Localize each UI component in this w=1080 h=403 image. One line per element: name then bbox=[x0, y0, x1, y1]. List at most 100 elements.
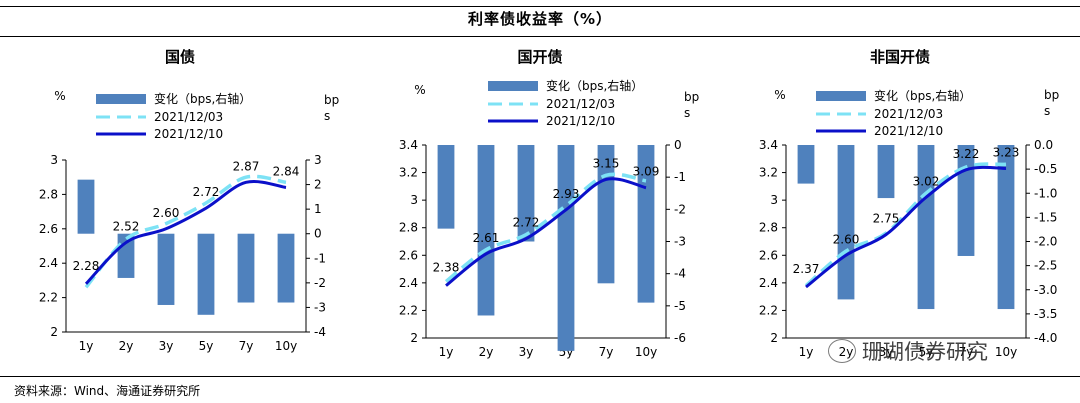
left-axis-unit: % bbox=[54, 89, 65, 103]
data-label: 2.93 bbox=[553, 187, 580, 201]
left-tick-label: 2.4 bbox=[759, 276, 778, 290]
data-label: 3.22 bbox=[953, 147, 980, 161]
right-tick-label: -2.0 bbox=[1034, 235, 1057, 249]
change-bar bbox=[917, 145, 935, 310]
right-tick-label: -2 bbox=[314, 276, 326, 290]
data-label: 2.28 bbox=[73, 259, 100, 273]
line-2021-12-03 bbox=[804, 162, 1007, 287]
right-tick-label: -4 bbox=[314, 325, 326, 339]
panel-title: 国债 bbox=[165, 48, 195, 66]
right-tick-label: -3.0 bbox=[1034, 283, 1057, 297]
left-tick-label: 2 bbox=[770, 331, 778, 345]
category-label: 3y bbox=[519, 345, 534, 359]
left-tick-label: 2.6 bbox=[39, 222, 58, 236]
right-axis-unit: bp s bbox=[324, 93, 339, 123]
right-tick-label: -4 bbox=[674, 267, 686, 281]
watermark-text: 珊瑚债券研究 bbox=[862, 340, 988, 364]
change-bar bbox=[797, 145, 815, 184]
legend-bar-label: 变化（bps,右轴） bbox=[874, 88, 971, 103]
left-tick-label: 2.6 bbox=[399, 248, 418, 262]
data-label: 2.60 bbox=[833, 232, 860, 246]
right-tick-label: -1.0 bbox=[1034, 186, 1057, 200]
change-bar bbox=[957, 145, 975, 256]
left-tick-label: 3 bbox=[50, 153, 58, 167]
left-tick-label: 2.8 bbox=[39, 187, 58, 201]
left-tick-label: 2.8 bbox=[399, 221, 418, 235]
line-2021-12-10 bbox=[84, 180, 287, 285]
right-tick-label: -6 bbox=[674, 331, 686, 345]
category-label: 1y bbox=[79, 339, 94, 353]
left-tick-label: 2 bbox=[50, 325, 58, 339]
change-bar bbox=[477, 145, 495, 316]
data-label: 2.52 bbox=[113, 220, 140, 234]
data-label: 2.61 bbox=[473, 231, 500, 245]
legend-bar-swatch bbox=[96, 94, 146, 104]
line-2021-12-03 bbox=[444, 172, 647, 283]
change-bar bbox=[637, 145, 655, 303]
data-label: 2.72 bbox=[193, 185, 220, 199]
category-label: 3y bbox=[159, 339, 174, 353]
left-tick-label: 3.4 bbox=[399, 138, 418, 152]
left-tick-label: 2.8 bbox=[759, 221, 778, 235]
data-label: 2.75 bbox=[873, 212, 900, 226]
right-tick-label: -4.0 bbox=[1034, 331, 1057, 345]
category-label: 7y bbox=[959, 345, 974, 359]
change-bar bbox=[77, 179, 95, 234]
chart-feiguokaizhai: 非国开债% bp s 变化（bps,右轴） 2021/12/03 2021/12/10 2 2… bbox=[759, 48, 1059, 359]
category-label: 3y bbox=[879, 345, 894, 359]
change-bar bbox=[837, 145, 855, 300]
source-note: 资料来源：Wind、海通证券研究所 bbox=[14, 384, 201, 398]
category-label: 7y bbox=[599, 345, 614, 359]
left-tick-label: 2.2 bbox=[399, 303, 418, 317]
left-tick-label: 2.6 bbox=[759, 248, 778, 262]
data-label: 2.72 bbox=[513, 216, 540, 230]
category-label: 5y bbox=[199, 339, 214, 353]
change-bar bbox=[197, 233, 215, 315]
change-bar bbox=[517, 145, 535, 242]
right-tick-label: -2 bbox=[674, 202, 686, 216]
category-label: 5y bbox=[919, 345, 934, 359]
legend-new-label: 2021/12/10 bbox=[874, 124, 943, 138]
legend-old-label: 2021/12/03 bbox=[546, 97, 615, 111]
left-tick-label: 2 bbox=[410, 331, 418, 345]
title-rule bbox=[0, 36, 1080, 37]
legend-bar-swatch bbox=[488, 81, 538, 91]
data-label: 2.38 bbox=[433, 261, 460, 275]
change-bar bbox=[437, 145, 455, 229]
right-axis-unit: bp s bbox=[1044, 88, 1059, 118]
panel-title: 非国开债 bbox=[870, 48, 930, 66]
category-label: 2y bbox=[119, 339, 134, 353]
right-tick-label: -5 bbox=[674, 299, 686, 313]
category-label: 10y bbox=[995, 345, 1017, 359]
data-label: 3.23 bbox=[993, 145, 1020, 159]
line-2021-12-03 bbox=[84, 174, 287, 289]
category-label: 2y bbox=[479, 345, 494, 359]
data-label: 3.02 bbox=[913, 174, 940, 188]
line-2021-12-10 bbox=[445, 177, 647, 287]
category-label: 1y bbox=[439, 345, 454, 359]
left-tick-label: 2.2 bbox=[39, 291, 58, 305]
left-tick-label: 2.2 bbox=[759, 303, 778, 317]
left-tick-label: 3.2 bbox=[399, 166, 418, 180]
right-tick-label: 3 bbox=[314, 153, 322, 167]
top-rule bbox=[0, 6, 1080, 7]
category-label: 1y bbox=[799, 345, 814, 359]
legend-bar-label: 变化（bps,右轴） bbox=[154, 91, 251, 106]
right-tick-label: -1 bbox=[674, 170, 686, 184]
data-label: 3.15 bbox=[593, 156, 620, 170]
data-label: 2.87 bbox=[233, 159, 260, 173]
bottom-rule bbox=[0, 376, 1080, 377]
data-label: 2.60 bbox=[153, 206, 180, 220]
change-bar bbox=[877, 145, 895, 199]
legend-new-label: 2021/12/10 bbox=[154, 127, 223, 141]
left-tick-label: 3 bbox=[770, 193, 778, 207]
left-tick-label: 2.4 bbox=[399, 276, 418, 290]
left-tick-label: 2.4 bbox=[39, 256, 58, 270]
page-title: 利率债收益率（%） bbox=[467, 10, 613, 28]
data-label: 2.37 bbox=[793, 262, 820, 276]
legend-new-label: 2021/12/10 bbox=[546, 114, 615, 128]
data-label: 2.84 bbox=[273, 165, 300, 179]
right-tick-label: -1.5 bbox=[1034, 210, 1057, 224]
watermark: 珊瑚债券研究 bbox=[828, 336, 988, 366]
change-bar bbox=[237, 233, 255, 303]
